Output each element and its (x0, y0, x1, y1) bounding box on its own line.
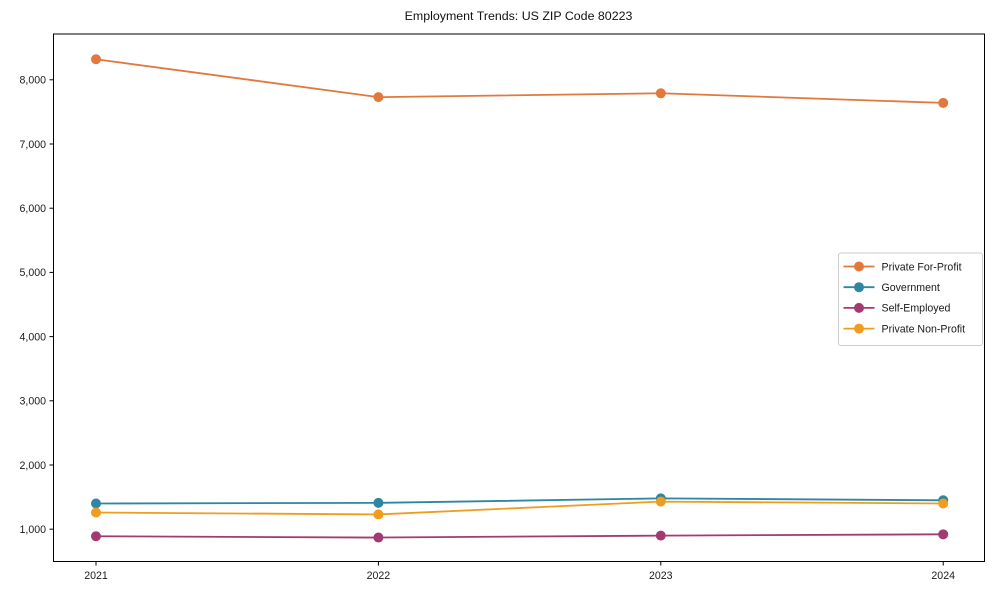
legend-entry: Private For-Profit (843, 261, 962, 273)
legend-entry: Self-Employed (843, 302, 951, 315)
series-line (95, 533, 944, 539)
y-tick-label: 3,000 (19, 396, 46, 408)
data-point (373, 509, 384, 520)
y-tick-label: 1,000 (19, 524, 46, 536)
data-point (655, 496, 666, 507)
data-point (655, 530, 666, 541)
data-point (373, 532, 384, 543)
y-tick-label: 4,000 (19, 331, 46, 343)
series-private-non-profit (91, 496, 949, 520)
data-point (91, 498, 101, 509)
data-point (373, 497, 384, 508)
data-point (655, 88, 666, 99)
legend-entry: Private Non-Profit (843, 323, 966, 335)
legend-marker (854, 323, 864, 334)
plot-border (53, 33, 985, 562)
legend-marker (854, 261, 864, 272)
legend-label: Government (882, 282, 940, 294)
legend-label: Self-Employed (882, 303, 951, 315)
legend-entry: Government (843, 282, 940, 294)
legend-box (838, 252, 983, 346)
series-line (95, 500, 944, 516)
data-point (938, 97, 949, 108)
series-line (95, 497, 944, 505)
data-point (91, 54, 101, 65)
data-point (91, 507, 101, 518)
y-tick-label: 6,000 (19, 203, 46, 215)
x-tick-label: 2022 (367, 570, 391, 582)
data-point (373, 92, 384, 103)
y-axis: 1,000 2,000 3,000 4,000 5,000 6,000 7,000 8,000 (19, 75, 54, 536)
series-line (95, 58, 944, 104)
legend-label: Private Non-Profit (882, 323, 966, 335)
y-tick-label: 2,000 (19, 460, 46, 472)
x-axis: 2021 2022 2023 2024 (84, 561, 955, 582)
chart-title: Employment Trends: US ZIP Code 80223 (404, 9, 633, 23)
y-tick-label: 7,000 (19, 139, 46, 151)
legend-marker (854, 302, 864, 313)
x-tick-label: 2024 (931, 570, 955, 582)
legend-marker (854, 282, 864, 293)
x-tick-label: 2023 (649, 570, 673, 582)
y-tick-label: 8,000 (19, 75, 46, 87)
data-point (938, 529, 949, 540)
data-point (938, 498, 949, 509)
x-tick-label: 2021 (84, 570, 108, 582)
y-tick-label: 5,000 (19, 267, 46, 279)
series-government (91, 493, 949, 509)
series-self-employed (91, 529, 949, 543)
data-point (91, 531, 101, 542)
series-private-for-profit (91, 54, 949, 108)
legend-label: Private For-Profit (882, 261, 962, 273)
legend: Private For-Profit Government Self-Employe… (838, 252, 983, 346)
